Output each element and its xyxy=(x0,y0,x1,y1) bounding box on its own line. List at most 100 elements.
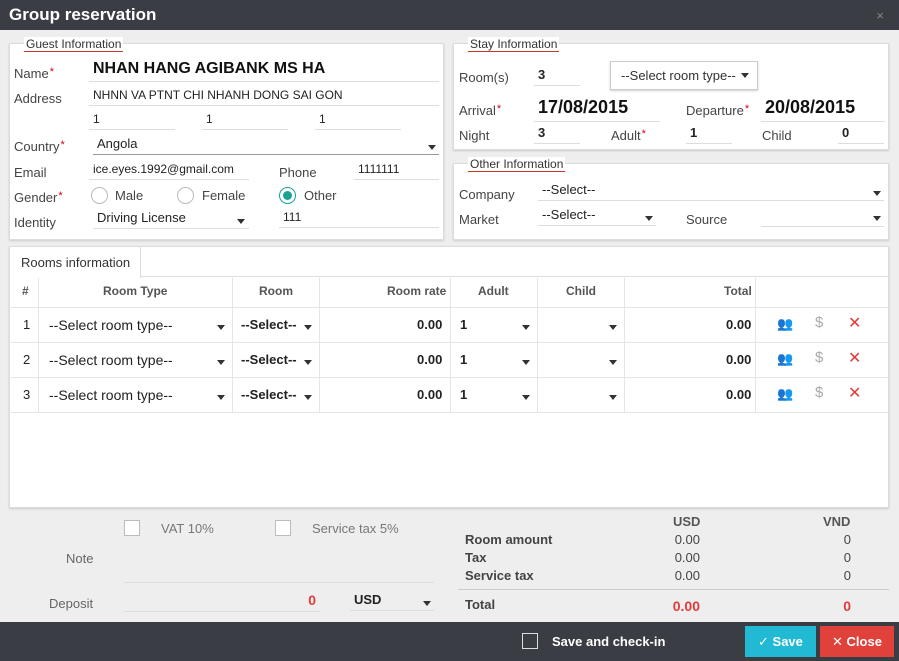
arrival-date-input[interactable]: 17/08/2015 xyxy=(534,97,660,122)
gender-male-radio[interactable] xyxy=(91,187,108,204)
close-button[interactable]: ✕ Close xyxy=(820,626,894,657)
address-label: Address xyxy=(14,91,62,106)
gender-other-radio[interactable] xyxy=(279,187,296,204)
row-3-room-rate[interactable]: 0.00 xyxy=(417,387,443,402)
tax-label: Tax xyxy=(465,550,487,565)
stay-information-panel: Stay Information Room(s) 3 Arrival* 17/0… xyxy=(453,37,889,150)
gender-label: Gender* xyxy=(14,190,63,205)
usd-column-header: USD xyxy=(673,514,701,529)
email-input[interactable]: ice.eyes.1992@gmail.com xyxy=(89,162,249,180)
note-label: Note xyxy=(66,551,94,566)
row-2-room-type-select[interactable]: --Select room type-- xyxy=(49,352,173,368)
rooms-count-input[interactable]: 3 xyxy=(534,67,580,86)
save-button[interactable]: ✓ Save xyxy=(745,626,816,657)
column-divider xyxy=(232,278,233,412)
night-input[interactable]: 3 xyxy=(534,125,580,144)
address-input[interactable]: NHNN VA PTNT CHI NHANH DONG SAI GON xyxy=(89,88,439,106)
chevron-down-icon xyxy=(304,360,312,365)
remove-row-icon[interactable]: ✕ xyxy=(848,315,862,332)
row-divider-1 xyxy=(11,342,888,343)
gender-other-label: Other xyxy=(304,188,337,203)
market-select[interactable]: --Select-- xyxy=(538,207,656,226)
source-label: Source xyxy=(686,212,728,227)
phone-input[interactable]: 1111111 xyxy=(354,162,439,180)
save-and-checkin-label: Save and check-in xyxy=(552,634,666,649)
row-2-adult-select[interactable]: 1 xyxy=(460,352,468,367)
tax-vnd: 0 xyxy=(843,550,851,565)
header-divider xyxy=(11,307,888,308)
chevron-down-icon xyxy=(609,325,617,330)
currency-select[interactable]: USD xyxy=(350,592,434,611)
add-guest-icon[interactable]: 👥 xyxy=(777,316,794,331)
row-1-adult-select[interactable]: 1 xyxy=(460,317,468,332)
chevron-down-icon xyxy=(217,360,225,365)
check-icon: ✓ xyxy=(758,634,769,649)
row-3-adult-select[interactable]: 1 xyxy=(460,387,468,402)
address-line2-input-1[interactable]: 1 xyxy=(89,112,175,130)
row-divider-3 xyxy=(11,412,888,413)
address-line2-input-2[interactable]: 1 xyxy=(202,112,288,130)
country-select[interactable]: Angola xyxy=(93,136,439,155)
tab-rooms-information[interactable]: Rooms information xyxy=(10,247,141,278)
close-button-label: Close xyxy=(846,634,882,649)
stay-information-legend: Stay Information xyxy=(468,37,560,52)
adult-label: Adult* xyxy=(611,128,646,143)
row-2-number: 2 xyxy=(23,352,31,367)
dialog-titlebar: Group reservation × xyxy=(0,0,899,30)
dollar-icon[interactable]: $ xyxy=(815,349,824,366)
row-3-room-type-select[interactable]: --Select room type-- xyxy=(49,387,173,403)
column-divider xyxy=(38,278,39,412)
gender-female-radio[interactable] xyxy=(177,187,194,204)
remove-row-icon[interactable]: ✕ xyxy=(848,385,862,402)
departure-date-input[interactable]: 20/08/2015 xyxy=(761,97,885,122)
header-room-type: Room Type xyxy=(103,284,168,298)
row-2-room-select[interactable]: --Select-- xyxy=(241,352,297,367)
name-input[interactable]: NHAN HANG AGIBANK MS HA xyxy=(89,60,439,82)
row-1-total: 0.00 xyxy=(726,317,752,332)
arrival-label: Arrival* xyxy=(459,103,502,118)
total-vnd: 0 xyxy=(843,598,851,614)
source-select[interactable] xyxy=(761,207,884,227)
add-guest-icon[interactable]: 👥 xyxy=(777,351,794,366)
child-input[interactable]: 0 xyxy=(838,125,884,144)
note-input[interactable] xyxy=(124,566,434,583)
gender-male-label: Male xyxy=(115,188,144,203)
row-1-room-select[interactable]: --Select-- xyxy=(241,317,297,332)
identity-label: Identity xyxy=(14,215,56,230)
close-icon[interactable]: × xyxy=(876,8,884,23)
chevron-down-icon xyxy=(304,395,312,400)
row-3-room-select[interactable]: --Select-- xyxy=(241,387,297,402)
source-chevron-down-icon xyxy=(873,216,881,221)
row-2-room-rate[interactable]: 0.00 xyxy=(417,352,443,367)
select-room-type-label: --Select room type-- xyxy=(621,68,736,83)
remove-row-icon[interactable]: ✕ xyxy=(848,350,862,367)
total-label: Total xyxy=(465,597,496,612)
country-chevron-down-icon xyxy=(428,145,436,150)
identity-number-input[interactable]: 111 xyxy=(279,210,439,228)
email-label: Email xyxy=(14,165,47,180)
header-room-rate: Room rate xyxy=(387,284,447,298)
save-and-checkin-checkbox[interactable] xyxy=(522,633,538,649)
dollar-icon[interactable]: $ xyxy=(815,384,824,401)
address-line2-input-3[interactable]: 1 xyxy=(315,112,401,130)
company-select[interactable]: --Select-- xyxy=(538,182,884,201)
row-1-room-rate[interactable]: 0.00 xyxy=(417,317,443,332)
header-room: Room xyxy=(259,284,293,298)
select-room-type-button[interactable]: --Select room type-- xyxy=(610,61,758,90)
vat-checkbox[interactable] xyxy=(124,520,140,536)
adult-input[interactable]: 1 xyxy=(686,125,732,144)
room-amount-label: Room amount xyxy=(465,532,553,547)
tax-usd: 0.00 xyxy=(674,550,700,565)
currency-chevron-down-icon xyxy=(423,601,431,606)
service-tax-checkbox[interactable] xyxy=(275,520,291,536)
other-information-panel: Other Information Company --Select-- Mar… xyxy=(453,157,889,240)
identity-select[interactable]: Driving License xyxy=(93,210,249,229)
row-1-room-type-select[interactable]: --Select room type-- xyxy=(49,317,173,333)
total-usd: 0.00 xyxy=(672,598,700,614)
deposit-input[interactable]: 0 xyxy=(124,592,320,612)
dollar-icon[interactable]: $ xyxy=(815,314,824,331)
service-tax-label: Service tax 5% xyxy=(312,521,399,536)
add-guest-icon[interactable]: 👥 xyxy=(777,386,794,401)
chevron-down-icon xyxy=(522,360,530,365)
